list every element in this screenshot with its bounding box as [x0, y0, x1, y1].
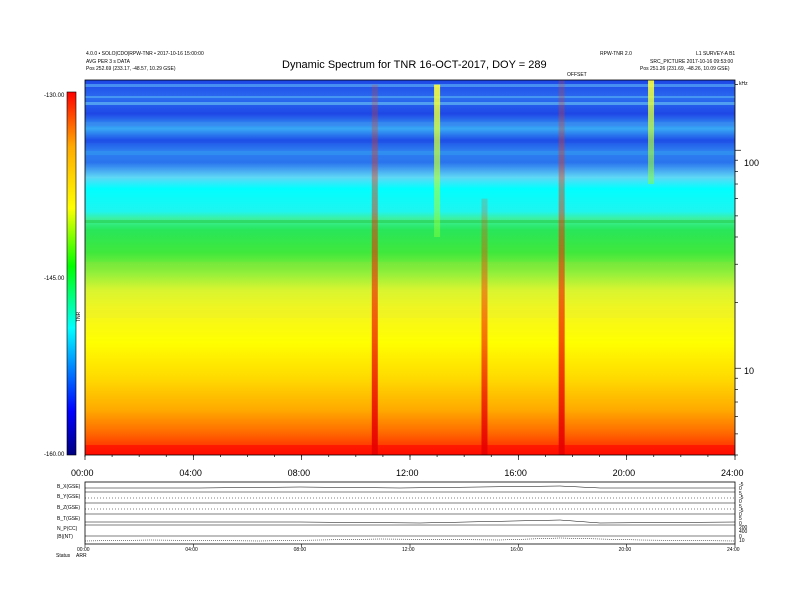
lower-x-tick-label: 16:00: [510, 547, 523, 553]
lower-panel-label: N_P(CC): [57, 526, 78, 532]
lower-panels: [84, 481, 736, 545]
colorbar-tick-mid: -145.00: [44, 276, 65, 282]
lower-panel-label: B_T(GSE): [57, 516, 81, 522]
y-unit-label: kHz: [739, 81, 748, 87]
y-tick-label-100: 100: [744, 158, 760, 168]
lower-panel-right-tick: 0: [739, 512, 742, 519]
lower-panel-right-tick: 5: [739, 503, 742, 510]
lower-panel-right-tick: 0: [739, 486, 742, 493]
lower-panel-label: |B|(NT): [57, 534, 73, 540]
colorbar-tick-top: -130.00: [44, 93, 65, 99]
lower-panel-right-tick: -5: [739, 494, 744, 501]
lower-panel-right-tick: 0: [739, 520, 742, 527]
x-tick-label: 08:00: [287, 468, 311, 478]
chart-title: Dynamic Spectrum for TNR 16-OCT-2017, DO…: [282, 59, 547, 71]
lower-panel-label: B_Y(GSE): [57, 494, 81, 500]
x-axis-ticks: [84, 455, 736, 460]
header-right-code: RPW-TNR 2.0: [600, 51, 632, 57]
footer-label: Status: [56, 553, 71, 559]
spectrogram-bands: [85, 84, 735, 455]
lower-panel-right-tick: 200: [739, 525, 748, 531]
lower-x-tick-label: 20:00: [618, 547, 632, 553]
lower-x-tick-label: 08:00: [293, 547, 307, 553]
x-tick-label: 04:00: [179, 468, 202, 478]
lower-panel-right-tick: 0: [739, 499, 742, 506]
x-tick-label: 20:00: [612, 468, 636, 478]
burst-1: [434, 84, 441, 237]
x-tick-label: 12:00: [396, 468, 419, 478]
lower-panel-right-tick: -5: [739, 482, 744, 488]
lower-x-tick-label: 04:00: [185, 547, 198, 553]
lower-panel-right-tick: 10: [739, 537, 745, 544]
x-tick-label: 16:00: [504, 468, 527, 478]
lower-panel-right-tick: 400: [739, 529, 748, 536]
lower-panel-right-tick: 0: [739, 533, 742, 540]
lower-panel-right-tick: 5: [739, 490, 742, 497]
spectrogram-bursts: [371, 80, 655, 456]
lower-x-tick-label: 00:00: [77, 547, 90, 553]
lower-x-tick-label: 24:00: [727, 547, 740, 553]
lower-panel-label: B_Z(GSE): [57, 505, 81, 511]
colorbar: [66, 91, 77, 456]
header-right-line2: SRC_PICTURE 2017-10-16 09:53:00: [650, 59, 734, 65]
header-right-line3: Pos 251.26 (231.69, -48.26, 10.09 GSE): [640, 66, 730, 72]
header-left-line3: Pos 252.69 (233.17, -48.57, 10.29 GSE): [86, 66, 176, 72]
header-left-line1: 4.0.0 • SOLO|CDO|RPW-TNR • 2017-10-16 15…: [86, 51, 204, 57]
lower-x-tick-label: 12:00: [402, 547, 415, 553]
y-axis-ticks: [735, 84, 741, 456]
burst-0: [371, 84, 378, 456]
burst-4: [648, 80, 655, 185]
burst-3: [558, 80, 565, 455]
y-tick-label-10: 10: [744, 366, 755, 376]
header-left-line2: AVG PER 3 s DATA: [86, 59, 130, 65]
lower-panel-right-tick: 5: [739, 516, 742, 523]
x-tick-label: 24:00: [721, 468, 744, 478]
lower-panel-label: B_X(GSE): [57, 484, 81, 490]
colorbar-label: TNR: [76, 311, 82, 322]
lower-panel-right-tick: -5: [739, 507, 744, 514]
x-tick-label: 00:00: [71, 468, 94, 478]
footer-value: ARR: [76, 553, 87, 559]
burst-2: [481, 198, 488, 455]
header-right-line1: L1 SURVEY-A B1: [696, 51, 736, 57]
lower-x-ticks: [84, 544, 736, 547]
colorbar-tick-bottom: -160.00: [44, 452, 65, 458]
event-label: OFFSET: [567, 72, 587, 78]
